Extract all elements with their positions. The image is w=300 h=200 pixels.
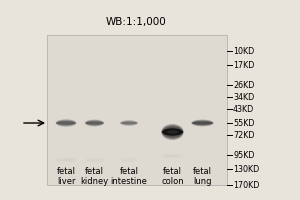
Ellipse shape: [161, 124, 184, 140]
Ellipse shape: [164, 129, 181, 135]
Ellipse shape: [87, 121, 102, 125]
Ellipse shape: [162, 126, 183, 138]
Ellipse shape: [56, 120, 76, 126]
Ellipse shape: [164, 129, 181, 135]
Ellipse shape: [122, 122, 136, 124]
Ellipse shape: [121, 121, 137, 125]
Text: 43KD: 43KD: [233, 104, 254, 114]
Ellipse shape: [57, 121, 75, 125]
Ellipse shape: [56, 159, 76, 161]
Ellipse shape: [194, 122, 211, 124]
Ellipse shape: [197, 122, 208, 124]
Ellipse shape: [85, 121, 104, 125]
Ellipse shape: [120, 122, 138, 124]
Ellipse shape: [122, 122, 136, 124]
Ellipse shape: [121, 121, 137, 125]
Ellipse shape: [162, 155, 183, 157]
Ellipse shape: [86, 120, 103, 126]
Ellipse shape: [85, 159, 104, 161]
Text: fetal
lung: fetal lung: [193, 167, 212, 186]
Ellipse shape: [56, 120, 76, 126]
Text: 72KD: 72KD: [233, 130, 255, 140]
Ellipse shape: [192, 120, 213, 126]
Text: fetal
kidney: fetal kidney: [80, 167, 109, 186]
Ellipse shape: [86, 121, 103, 125]
Ellipse shape: [164, 130, 181, 134]
Ellipse shape: [85, 119, 104, 127]
Ellipse shape: [191, 119, 214, 127]
Text: 130KD: 130KD: [233, 164, 260, 173]
Ellipse shape: [59, 122, 73, 124]
Text: 55KD: 55KD: [233, 118, 255, 128]
Text: fetal
intestine: fetal intestine: [111, 167, 147, 186]
Ellipse shape: [90, 122, 99, 124]
Text: 170KD: 170KD: [233, 180, 260, 190]
Ellipse shape: [56, 121, 76, 125]
Bar: [46, 35, 226, 185]
Ellipse shape: [193, 121, 212, 125]
Ellipse shape: [167, 130, 178, 134]
Ellipse shape: [162, 126, 183, 138]
Ellipse shape: [192, 120, 213, 126]
Ellipse shape: [193, 121, 212, 125]
Ellipse shape: [163, 127, 182, 137]
Ellipse shape: [195, 122, 210, 124]
Ellipse shape: [61, 122, 71, 124]
Ellipse shape: [56, 119, 76, 127]
Text: 26KD: 26KD: [233, 81, 254, 90]
Ellipse shape: [85, 120, 103, 126]
Ellipse shape: [87, 122, 102, 124]
Ellipse shape: [122, 121, 136, 125]
Ellipse shape: [192, 121, 213, 125]
Ellipse shape: [88, 122, 101, 124]
Ellipse shape: [56, 120, 76, 126]
Text: fetal
liver: fetal liver: [56, 167, 76, 186]
Ellipse shape: [162, 125, 183, 139]
Ellipse shape: [122, 122, 136, 124]
Ellipse shape: [120, 120, 138, 126]
Text: 95KD: 95KD: [233, 150, 255, 160]
Ellipse shape: [57, 121, 75, 125]
Ellipse shape: [163, 128, 182, 136]
Ellipse shape: [192, 120, 213, 126]
Ellipse shape: [85, 120, 104, 126]
Ellipse shape: [194, 122, 211, 124]
Ellipse shape: [58, 122, 74, 124]
Text: 17KD: 17KD: [233, 60, 254, 70]
Ellipse shape: [121, 121, 137, 125]
Ellipse shape: [58, 122, 74, 124]
Ellipse shape: [86, 121, 103, 125]
Text: fetal
colon: fetal colon: [161, 167, 184, 186]
Text: 10KD: 10KD: [233, 46, 254, 55]
Ellipse shape: [165, 131, 180, 133]
Ellipse shape: [162, 128, 183, 136]
Ellipse shape: [120, 120, 138, 126]
Ellipse shape: [58, 121, 74, 125]
Text: WB:1:1,000: WB:1:1,000: [106, 17, 167, 27]
Text: 34KD: 34KD: [233, 92, 254, 102]
Ellipse shape: [87, 122, 102, 124]
Ellipse shape: [124, 122, 134, 124]
Ellipse shape: [194, 121, 211, 125]
